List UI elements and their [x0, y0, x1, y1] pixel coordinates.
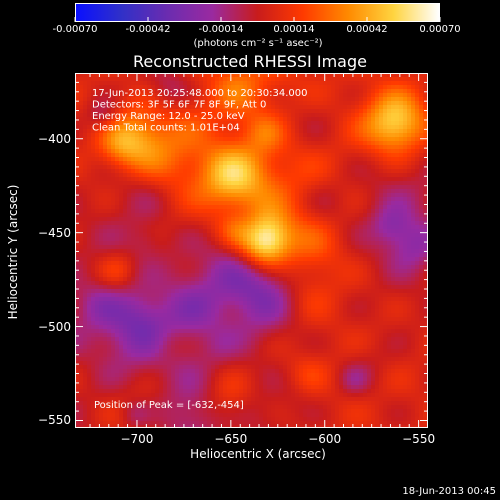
chart-title: Reconstructed RHESSI Image [133, 52, 367, 71]
colorbar-unit-label: (photons cm⁻² s⁻¹ asec⁻²) [193, 38, 323, 49]
x-axis-label: Heliocentric X (arcsec) [190, 447, 326, 461]
x-tick-label: −650 [214, 432, 248, 446]
x-tick-label: −700 [120, 432, 154, 446]
plot-frame [75, 73, 428, 428]
y-tick-label: −500 [38, 319, 71, 334]
annotation-line: Detectors: 3F 5F 6F 7F 8F 9F, Att 0 [92, 100, 266, 111]
colorbar-tick-labels: -0.00070 -0.00042 -0.00014 0.00014 0.000… [0, 24, 500, 38]
footer-date: 18-Jun-2013 00:45 [402, 486, 496, 497]
annotation-line: Clean Total counts: 1.01E+04 [92, 123, 240, 134]
peak-position-label: Position of Peak = [-632,-454] [94, 400, 244, 411]
colorbar-tick-label: 0.00070 [419, 24, 461, 35]
y-tick-label: −450 [38, 225, 71, 240]
colorbar [75, 3, 440, 22]
x-tick-label: −550 [402, 432, 436, 446]
colorbar-tick-label: -0.00042 [125, 24, 171, 35]
x-tick-label: −600 [308, 432, 342, 446]
colorbar-tick-label: 0.00014 [273, 24, 315, 35]
annotation-line: 17-Jun-2013 20:25:48.000 to 20:30:34.000 [92, 88, 308, 99]
y-tick-label: −400 [38, 131, 71, 146]
colorbar-tick-label: -0.00070 [52, 24, 98, 35]
y-tick-label: −550 [38, 413, 71, 428]
annotation-line: Energy Range: 12.0 - 25.0 keV [92, 111, 245, 122]
colorbar-tick-label: 0.00042 [346, 24, 388, 35]
y-axis-label: Heliocentric Y (arcsec) [6, 184, 20, 320]
heatmap-cells [75, 73, 428, 428]
colorbar-tick-label: -0.00014 [198, 24, 244, 35]
colorbar-ticks [74, 17, 441, 22]
heatmap-plot: 17-Jun-2013 20:25:48.000 to 20:30:34.000… [75, 73, 428, 428]
